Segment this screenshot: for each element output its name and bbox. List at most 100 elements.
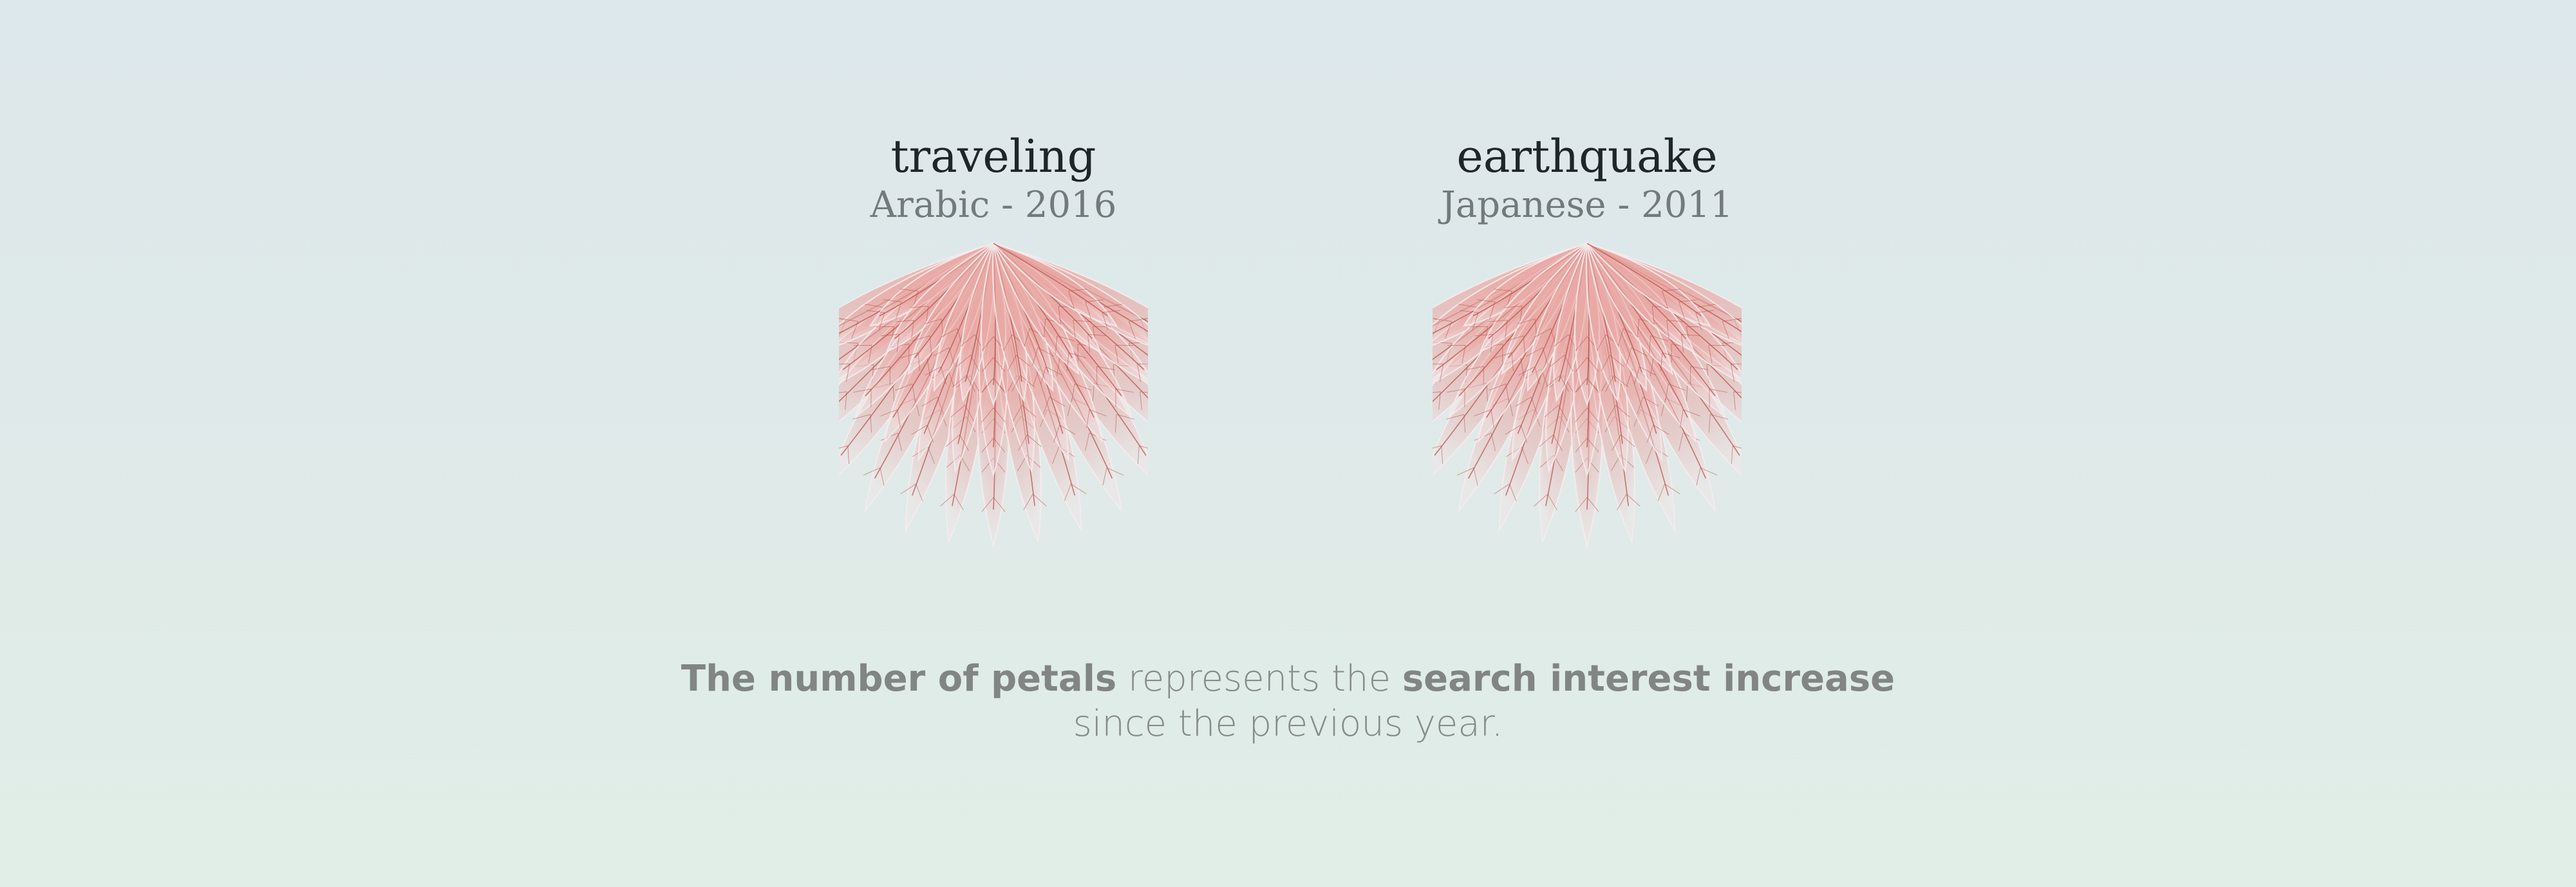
- petal-branch-vein: [851, 321, 859, 339]
- flower-word-title: earthquake: [1456, 130, 1718, 183]
- petal-branch-vein: [1053, 425, 1060, 443]
- petal-branch-vein: [1087, 333, 1106, 337]
- petal-branch-vein: [1653, 425, 1669, 435]
- petal-branch-vein: [1520, 425, 1528, 443]
- petal-branch-vein: [1057, 335, 1075, 342]
- petal-branch-vein: [1695, 310, 1715, 313]
- petal-branch-vein: [1586, 497, 1599, 512]
- petal-branch-vein: [1011, 375, 1021, 392]
- petal-branch-vein: [1733, 391, 1736, 410]
- petal-branch-vein: [1575, 438, 1588, 453]
- petal-branch-vein: [1575, 407, 1588, 422]
- petal-branch-vein: [1708, 345, 1713, 364]
- petal-branch-vein: [852, 414, 870, 420]
- petal-branch-vein: [1646, 425, 1654, 443]
- petal-branch-vein: [1554, 334, 1569, 347]
- petal-branch-vein: [1509, 483, 1517, 501]
- petal-branch-vein: [853, 388, 872, 393]
- petal-branch-vein: [1601, 355, 1610, 371]
- petal-branch-vein: [1633, 366, 1640, 385]
- petal-branch-vein: [1018, 434, 1028, 451]
- petal-branch-vein: [1626, 494, 1641, 507]
- petal-branch-vein: [912, 384, 916, 402]
- petal-branch-vein: [1615, 404, 1630, 418]
- petal-branch-vein: [1662, 291, 1668, 309]
- petal-branch-vein: [1586, 407, 1599, 422]
- petal-branch-vein: [845, 391, 847, 410]
- petal-branch-vein: [1553, 434, 1563, 451]
- petal-branch-vein: [1106, 467, 1124, 476]
- petal-branch-vein: [1020, 375, 1035, 387]
- petal-branch-vein: [1490, 334, 1494, 353]
- petal-branch-vein: [1732, 445, 1742, 449]
- petal-branch-vein: [1610, 355, 1624, 367]
- petal-branch-vein: [926, 358, 931, 377]
- petal-branch-vein: [945, 434, 960, 447]
- petal-branch-vein: [896, 334, 900, 353]
- petal-branch-vein: [1473, 467, 1478, 486]
- petal-branch-vein: [926, 425, 934, 443]
- petal-branch-vein: [1680, 334, 1684, 353]
- petal-branch-vein: [1102, 467, 1107, 486]
- petal-branch-vein: [1526, 347, 1543, 357]
- petal-branch-vein: [1489, 320, 1508, 322]
- petal-branch-vein: [1586, 357, 1599, 372]
- petal-branch-vein: [940, 494, 955, 507]
- petal-branch-vein: [1021, 404, 1037, 418]
- petal-branch-vein: [916, 483, 923, 501]
- petal-branch-vein: [1558, 405, 1568, 422]
- petal-branch-vein: [1086, 409, 1090, 428]
- petal-flower-graphic: [839, 241, 1148, 548]
- petal-branch-vein: [1059, 425, 1076, 435]
- petal-branch-vein: [1637, 319, 1640, 337]
- petal-branch-vein: [1666, 320, 1686, 322]
- petal-branch-vein: [1071, 483, 1087, 494]
- petal-branch-vein: [932, 347, 950, 357]
- petal-branch-vein: [878, 312, 885, 330]
- petal-branch-vein: [1462, 345, 1466, 364]
- petal-branch-vein: [1545, 375, 1561, 387]
- petal-branch-vein: [1682, 409, 1700, 416]
- petal-branch-vein: [1115, 388, 1134, 393]
- petal-branch-vein: [1505, 335, 1524, 342]
- petal-branch-vein: [1697, 304, 1716, 308]
- petal-branch-vein: [1046, 366, 1062, 376]
- petal-branch-vein: [941, 366, 947, 385]
- petal-branch-vein: [863, 467, 881, 476]
- petal-branch-vein: [1055, 335, 1058, 355]
- petal-branch-vein: [1051, 446, 1060, 464]
- petal-branch-vein: [1651, 306, 1655, 324]
- petal-branch-vein: [1668, 383, 1686, 391]
- petal-branch-vein: [1520, 358, 1525, 377]
- petal-branch-vein: [1575, 378, 1588, 393]
- petal-branch-vein: [1494, 352, 1512, 359]
- petal-branch-vein: [981, 497, 994, 512]
- petal-branch-vein: [1089, 409, 1107, 416]
- petal-branch-vein: [1710, 414, 1728, 420]
- petal-branch-vein: [1463, 414, 1466, 433]
- petal-branch-vein: [1523, 335, 1526, 355]
- petal-branch-vein: [1708, 414, 1711, 433]
- petal-branch-vein: [1678, 301, 1686, 320]
- petal-branch-vein: [895, 301, 902, 320]
- petal-branch-vein: [1116, 414, 1134, 420]
- petal-branch-vein: [948, 347, 955, 366]
- petal-branch-vein: [1700, 467, 1718, 476]
- petal-branch-vein: [900, 288, 919, 292]
- petal-branch-vein: [1064, 483, 1071, 501]
- petal-branch-vein: [993, 407, 1006, 422]
- petal-branch-vein: [1597, 334, 1606, 351]
- petal-branch-vein: [1490, 409, 1494, 428]
- petal: [1584, 241, 1712, 327]
- petal-branch-vein: [1073, 320, 1092, 322]
- petal-branch-vein: [937, 397, 944, 415]
- petal-flower-graphic: [1433, 241, 1742, 548]
- petal-branch-vein: [1642, 397, 1659, 407]
- petal-branch-vein: [1446, 414, 1464, 420]
- petal-branch-vein: [1433, 391, 1441, 393]
- petal-branch-vein: [917, 352, 921, 371]
- petal-branch-vein: [847, 445, 850, 464]
- petal-vein: [1586, 243, 1702, 317]
- petal-branch-vein: [1433, 318, 1452, 322]
- petal-branch-vein: [1722, 318, 1741, 322]
